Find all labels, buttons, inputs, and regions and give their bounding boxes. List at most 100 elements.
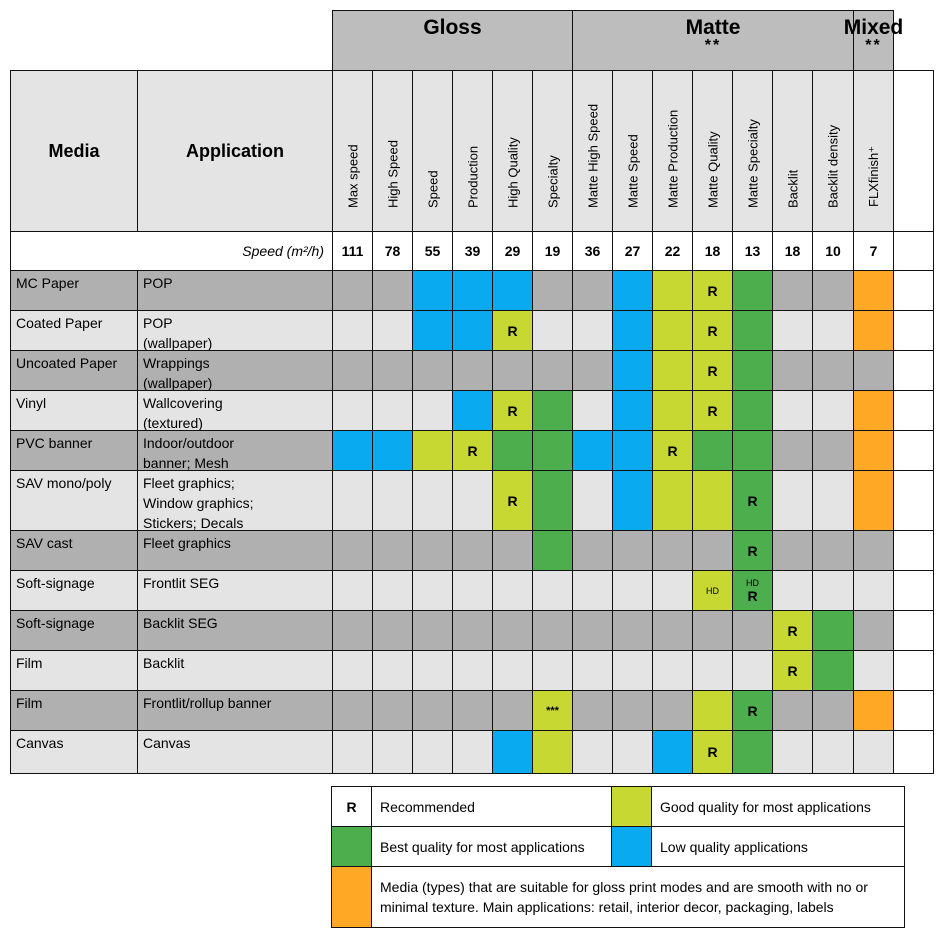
rating-cell <box>893 530 934 571</box>
rating-cell <box>452 610 493 651</box>
legend-low-text: Low quality applications <box>651 826 905 867</box>
application-name: Canvas <box>137 730 333 774</box>
media-name: Canvas <box>10 730 138 774</box>
rating-cell <box>532 390 573 431</box>
rating-cell <box>812 690 854 731</box>
application-name: Wallcovering (textured) <box>137 390 333 431</box>
group-header-gloss: Gloss <box>332 10 573 71</box>
rating-cell <box>412 730 453 774</box>
rating-cell <box>652 270 693 311</box>
recommended-mark: R <box>747 492 758 509</box>
media-name: SAV cast <box>10 530 138 571</box>
rating-cell <box>853 530 894 571</box>
column-header-label: High Speed <box>385 140 400 208</box>
rating-cell <box>332 430 373 471</box>
rating-cell <box>853 690 894 731</box>
legend-gloss-suitable-line-1: Media (types) that are suitable for glos… <box>380 879 868 895</box>
rating-cell: R <box>692 350 733 391</box>
rating-cell: R <box>772 610 813 651</box>
application-line: Frontlit SEG <box>143 575 220 591</box>
recommended-mark: R <box>707 402 718 419</box>
rating-cell <box>612 610 653 651</box>
rating-cell: HD R <box>732 570 773 611</box>
speed-value: 10 <box>812 231 854 271</box>
speed-value: 18 <box>772 231 813 271</box>
rating-cell <box>372 690 413 731</box>
rating-cell: R <box>732 530 773 571</box>
application-name: Frontlit/rollup banner <box>137 690 333 731</box>
application-name: POP (wallpaper) <box>137 310 333 351</box>
rating-cell <box>652 650 693 691</box>
rating-cell <box>452 470 493 531</box>
rating-cell <box>612 530 653 571</box>
speed-value: 18 <box>692 231 733 271</box>
rating-cell <box>332 350 373 391</box>
rating-cell <box>372 530 413 571</box>
column-header-label: Backlit <box>785 169 800 208</box>
application-line: Fleet graphics; <box>143 475 235 491</box>
rating-cell <box>652 350 693 391</box>
rating-cell <box>452 650 493 691</box>
rating-cell <box>772 270 813 311</box>
rating-cell <box>412 390 453 431</box>
application-name: Backlit <box>137 650 333 691</box>
legend-good-swatch <box>611 786 652 827</box>
rating-cell <box>772 570 813 611</box>
rating-cell <box>612 570 653 611</box>
speed-value <box>893 231 934 271</box>
rating-cell <box>412 310 453 351</box>
media-column-header: Media <box>10 70 138 232</box>
rating-cell <box>572 690 613 731</box>
rating-cell <box>412 270 453 311</box>
rating-cell <box>853 270 894 311</box>
rating-cell <box>812 270 854 311</box>
application-line: (wallpaper) <box>143 375 213 391</box>
rating-cell <box>452 270 493 311</box>
legend-gloss-suitable-line-2: minimal texture. Main applications: reta… <box>380 899 834 915</box>
rating-cell <box>572 390 613 431</box>
speed-value: 111 <box>332 231 373 271</box>
rating-cell <box>812 310 854 351</box>
rating-cell <box>812 530 854 571</box>
rating-cell <box>332 650 373 691</box>
rating-cell <box>332 530 373 571</box>
rating-cell <box>853 650 894 691</box>
rating-cell: R <box>732 690 773 731</box>
column-header-label: Matte Speed <box>625 134 640 208</box>
media-name: MC Paper <box>10 270 138 311</box>
rating-cell <box>372 570 413 611</box>
rating-cell: HD <box>692 570 733 611</box>
rating-cell <box>853 470 894 531</box>
rating-cell <box>612 730 653 774</box>
rating-cell <box>572 430 613 471</box>
recommended-mark: R <box>507 492 518 509</box>
group-title: Gloss <box>423 16 482 39</box>
rating-cell <box>412 610 453 651</box>
rating-cell <box>532 310 573 351</box>
rating-cell <box>893 310 934 351</box>
rating-cell <box>732 390 773 431</box>
rating-cell <box>652 730 693 774</box>
rating-cell <box>893 690 934 731</box>
rating-cell <box>412 470 453 531</box>
column-header-label: Matte Specialty <box>745 119 760 208</box>
rating-cell <box>332 610 373 651</box>
rating-cell <box>372 470 413 531</box>
recommended-mark: R <box>707 322 718 339</box>
rating-cell <box>452 730 493 774</box>
rating-cell <box>853 570 894 611</box>
application-line: Stickers; Decals <box>143 515 244 531</box>
column-header-label: Matte High Speed <box>585 103 600 208</box>
speed-value: 36 <box>572 231 613 271</box>
group-title: Mixed <box>843 16 904 39</box>
recommended-mark: R <box>707 362 718 379</box>
application-line: (wallpaper) <box>143 335 213 351</box>
rating-cell <box>372 270 413 311</box>
rating-cell <box>612 430 653 471</box>
column-header-label: Speed <box>425 170 440 208</box>
legend-recommended-swatch: R <box>331 786 372 827</box>
application-name: Fleet graphics; Window graphics; Stickers;… <box>137 470 333 531</box>
application-column-header: Application <box>137 70 333 232</box>
rating-cell <box>372 390 413 431</box>
application-name: POP <box>137 270 333 311</box>
